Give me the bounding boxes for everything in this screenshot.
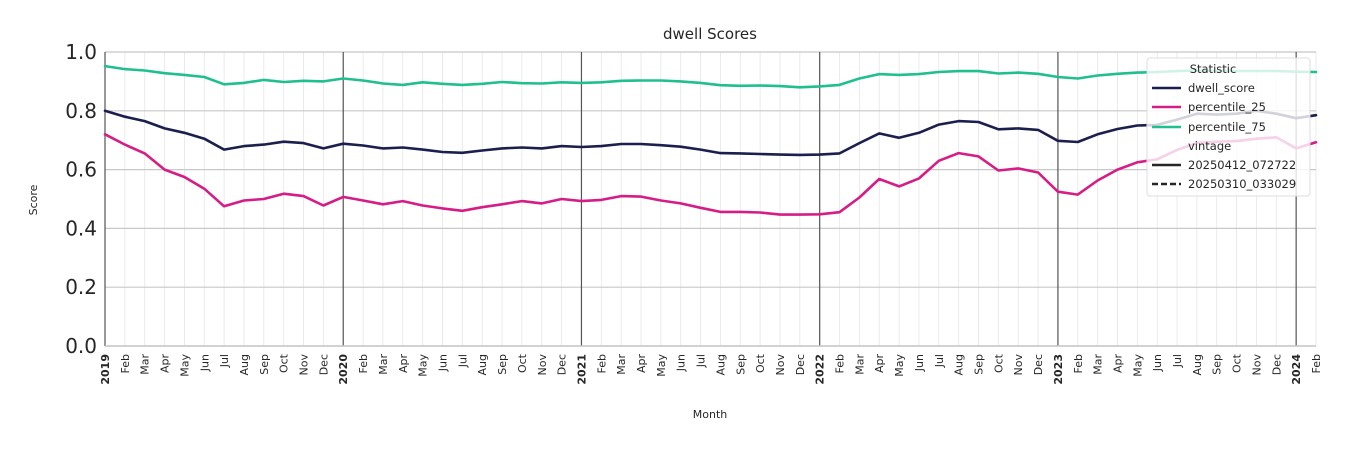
y-tick-label: 0.2 [65,275,97,299]
x-tick-label: Apr [397,354,410,374]
legend-label-vintage-1: 20250412_072722 [1188,158,1296,172]
series-line-percentile-25 [103,133,1318,216]
grid-major [105,51,1316,347]
x-tick-label: Mar [377,354,390,375]
x-tick-label: Apr [1111,354,1124,374]
x-tick-label: Jun [913,354,926,372]
x-tick-label: Apr [873,354,886,374]
x-tick-label: Feb [357,354,370,373]
legend-title-vintage: vintage [1188,139,1231,153]
y-tick-labels: 0.0 0.2 0.4 0.6 0.8 1.0 [65,40,97,358]
x-tick-label-year: 2021 [575,354,588,385]
x-tick-label-year: 2024 [1290,354,1303,385]
legend-box [1146,57,1311,197]
x-tick-label: Mar [615,354,628,375]
x-tick-label: Oct [278,353,291,373]
series-line-dwell-score [103,109,1318,157]
grid-minor [104,52,1317,346]
axes [104,52,1316,347]
legend-label-vintage-2: 20250310_033029 [1188,177,1296,191]
legend-label-percentile-25: percentile_25 [1188,100,1266,114]
x-tick-label: Feb [119,354,132,373]
x-tick-label: Apr [635,354,648,374]
legend-label-dwell-score: dwell_score [1188,81,1255,95]
x-tick-label: Nov [536,354,549,376]
x-tick-label: Dec [317,354,330,375]
x-tick-label: Oct [754,353,767,373]
x-tick-label: Jun [198,354,211,372]
x-tick-label: Apr [159,354,172,374]
x-tick-label: May [178,354,191,377]
y-tick-label: 0.4 [65,216,97,240]
x-tick-label: Feb [1072,354,1085,373]
x-tick-label: May [1131,354,1144,377]
x-tick-label: Dec [556,354,569,375]
x-tick-label: Aug [714,354,727,375]
x-tick-label: Sep [1211,354,1224,375]
x-tick-label: Feb [1310,354,1323,373]
x-tick-label: Aug [476,354,489,375]
x-tick-labels: 2019 Feb Mar Apr May Jun Jul Aug Sep Oct Nov Dec 202… [99,353,1323,384]
x-tick-label: Jul [1171,354,1184,368]
x-tick-label: Jul [933,354,946,368]
x-tick-label: Sep [258,354,271,375]
x-tick-label: Jun [436,354,449,372]
x-tick-label: May [655,354,668,377]
x-tick-label: Jul [218,354,231,368]
x-tick-label: Nov [1250,354,1263,376]
x-tick-label: Jul [456,354,469,368]
x-tick-label-year: 2019 [99,354,112,385]
x-tick-label: Oct [516,353,529,373]
x-tick-label: Aug [238,354,251,375]
x-tick-label: Dec [794,354,807,375]
x-tick-label: Jun [675,354,688,372]
y-tick-label: 0.8 [65,99,97,123]
x-axis-label: Month [693,408,728,421]
x-tick-label: Oct [992,353,1005,373]
x-tick-label-year: 2020 [337,354,350,385]
x-tick-label: May [417,354,430,377]
x-tick-label: Aug [1191,354,1204,375]
series-line-percentile-75 [103,64,1318,89]
x-tick-label-year: 2022 [814,354,827,385]
x-tick-label: Jul [695,354,708,368]
x-tick-label: Dec [1270,354,1283,375]
legend: Statistic dwell_score percentile_25 perc… [1146,57,1311,197]
x-tick-label: Feb [595,354,608,373]
x-tick-label: Mar [1092,354,1105,375]
x-tick-label: Aug [953,354,966,375]
chart-title: dwell Scores [663,25,757,43]
legend-title-statistic: Statistic [1190,62,1237,76]
y-tick-label: 0.0 [65,334,97,358]
x-tick-label: Nov [298,354,311,376]
x-tick-label: Sep [973,354,986,375]
series-lines [103,64,1318,216]
x-tick-label: Nov [774,354,787,376]
x-tick-label: Oct [1231,353,1244,373]
x-tick-label: Dec [1032,354,1045,375]
x-tick-label: Nov [1012,354,1025,376]
x-tick-label: Sep [496,354,509,375]
x-tick-label: Feb [834,354,847,373]
y-axis-label: Score [27,184,40,215]
legend-label-percentile-75: percentile_75 [1188,120,1266,134]
x-tick-label: Mar [139,354,152,375]
x-tick-label: Mar [853,354,866,375]
x-tick-label: Sep [734,354,747,375]
x-tick-label-year: 2023 [1052,354,1065,385]
y-tick-label: 1.0 [65,40,97,64]
x-tick-label: May [893,354,906,377]
y-tick-label: 0.6 [65,158,97,182]
x-tick-label: Jun [1151,354,1164,372]
